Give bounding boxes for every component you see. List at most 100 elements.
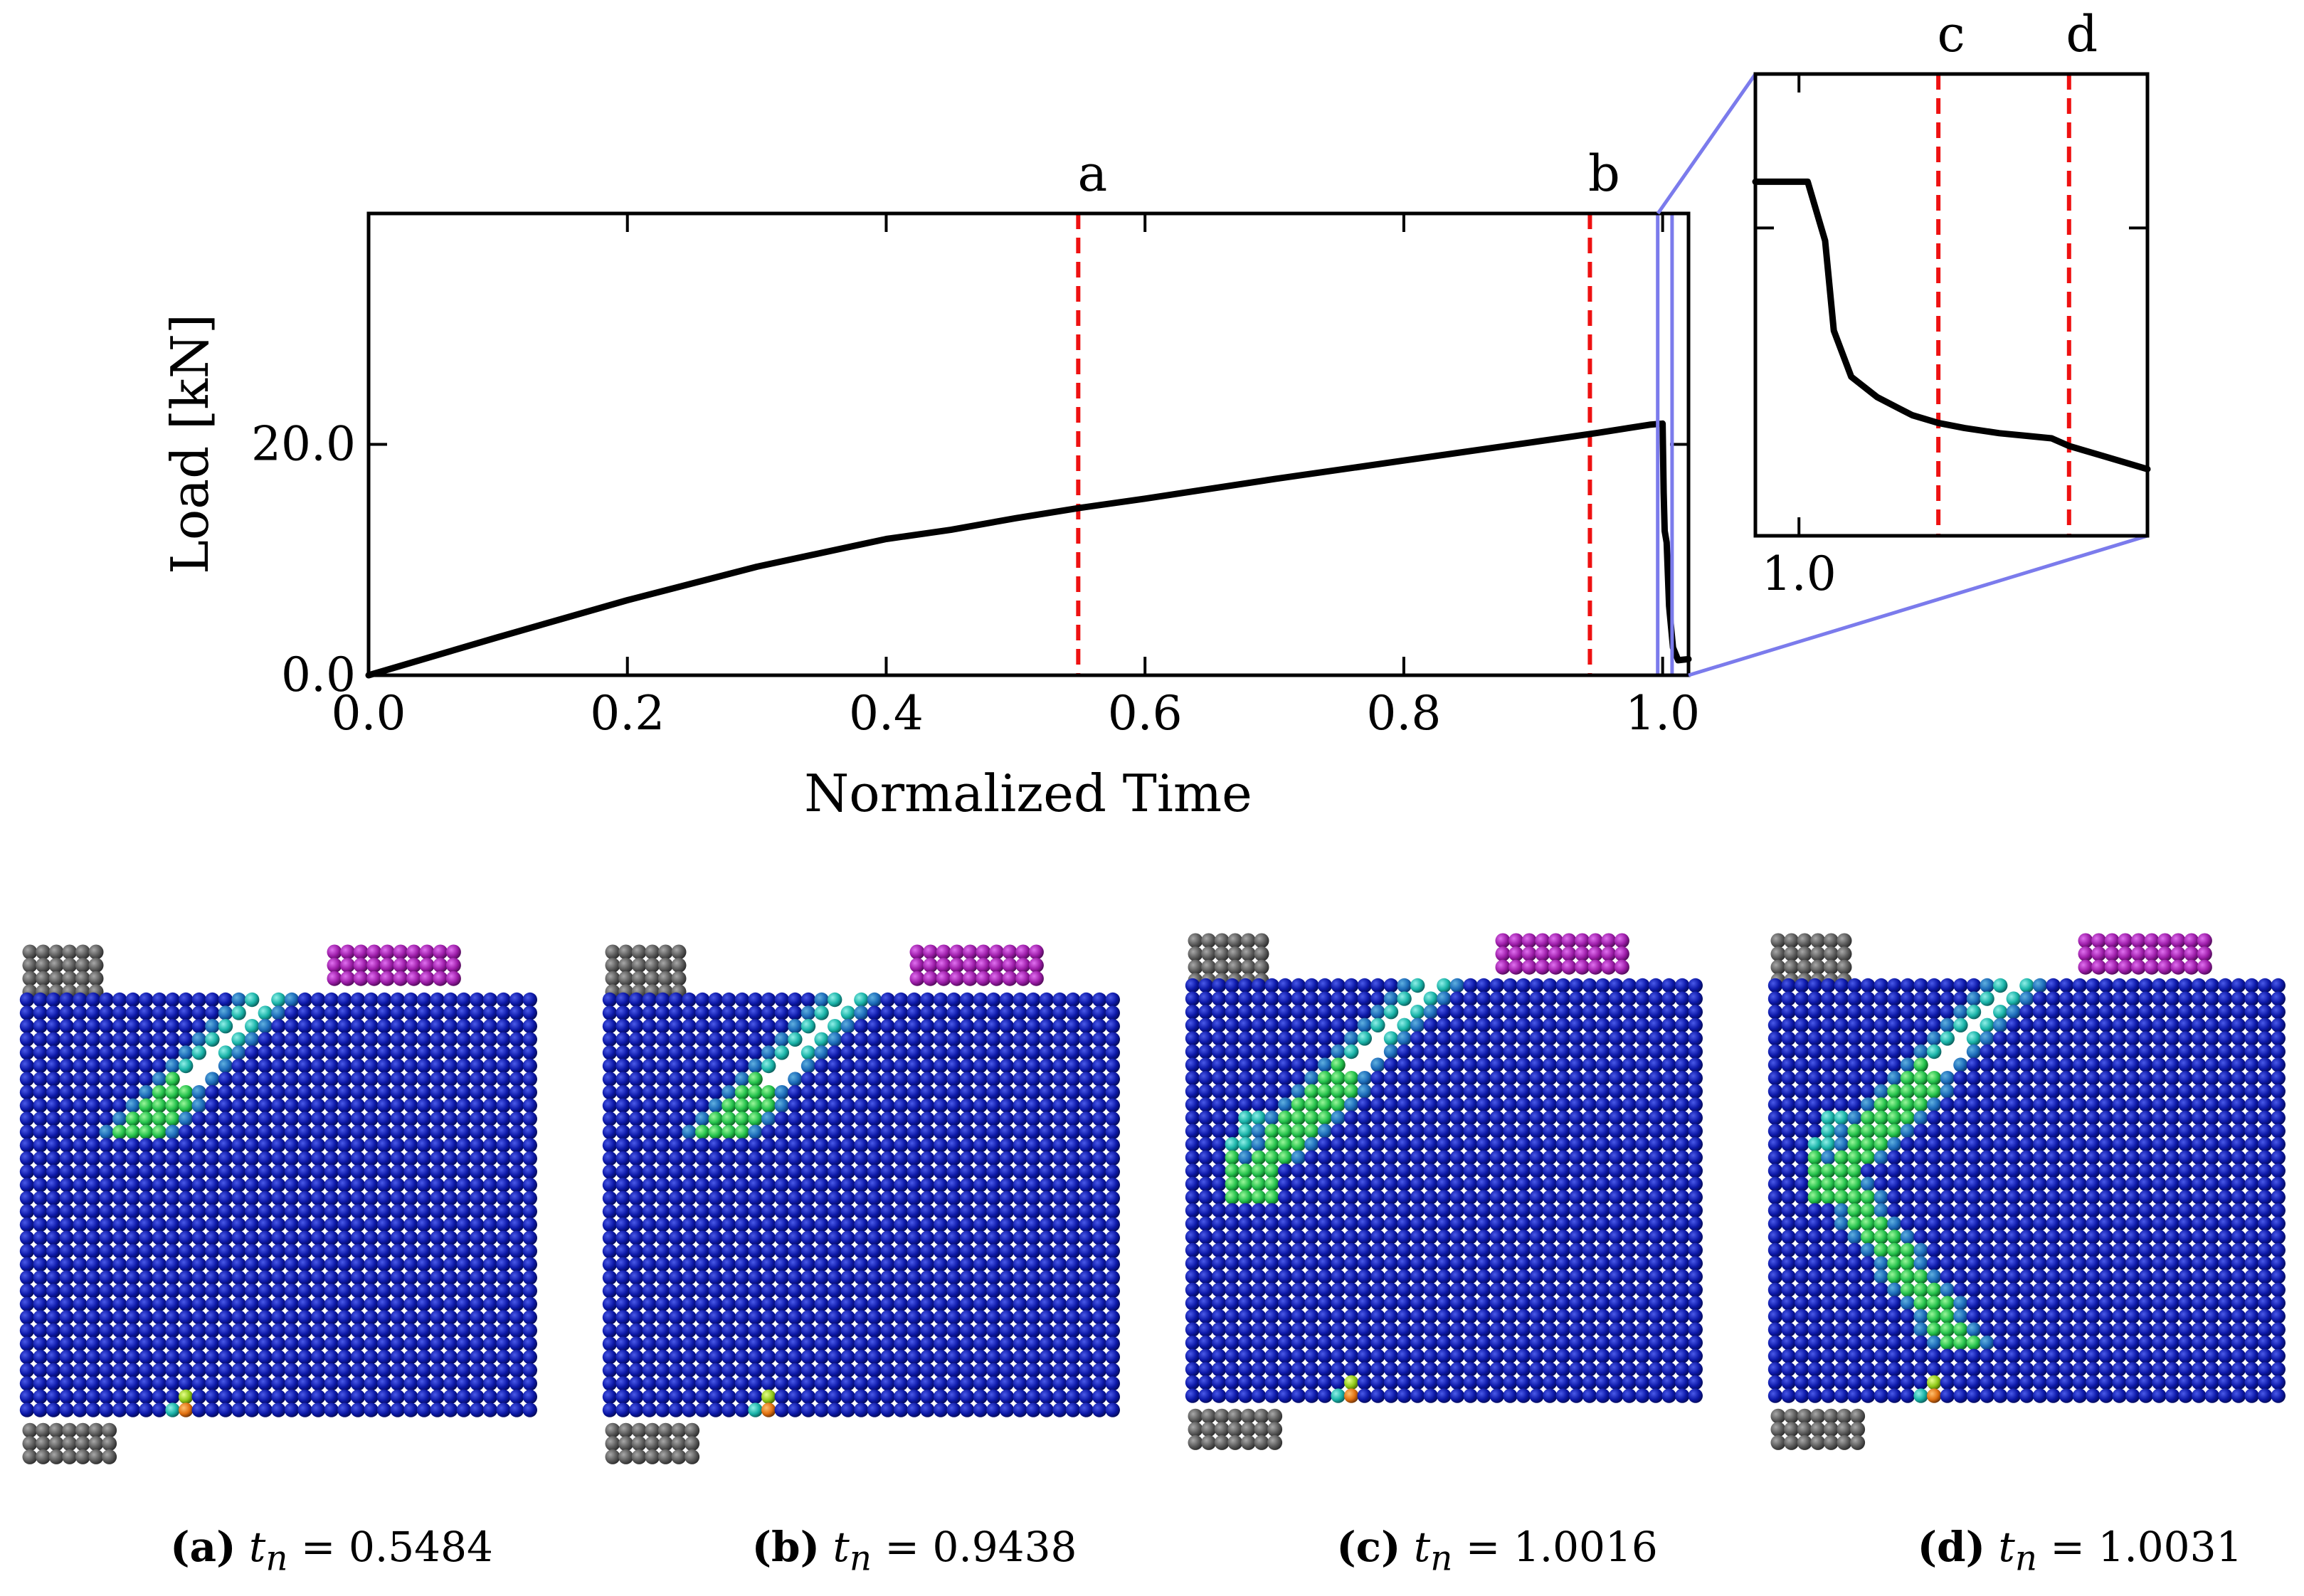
blue-particle — [284, 1310, 300, 1325]
damaged-particle — [1887, 1137, 1902, 1152]
blue-particle — [324, 1336, 339, 1351]
blue-particle — [642, 1323, 657, 1338]
blue-particle — [2138, 1018, 2153, 1033]
blue-particle — [1489, 1309, 1504, 1324]
blue-particle — [2006, 1124, 2021, 1138]
blue-particle — [867, 1257, 882, 1272]
blue-particle — [509, 992, 524, 1008]
blue-particle — [1516, 978, 1531, 993]
blue-particle — [1648, 1137, 1664, 1152]
blue-particle — [125, 1085, 140, 1100]
blue-particle — [1225, 1071, 1240, 1086]
blue-particle — [139, 1138, 154, 1153]
damaged-particle — [761, 1111, 776, 1126]
blue-particle — [1476, 1269, 1491, 1284]
blue-particle — [2072, 1071, 2087, 1086]
blue-particle — [258, 1323, 273, 1338]
blue-particle — [218, 1085, 233, 1100]
blue-particle — [1251, 1071, 1267, 1086]
blue-particle — [2019, 1150, 2034, 1166]
blue-particle — [880, 1389, 895, 1405]
particle-panel-c — [1185, 933, 1703, 1450]
blue-particle — [2072, 1031, 2087, 1046]
blue-particle — [933, 1376, 948, 1391]
blue-particle — [1291, 1044, 1306, 1059]
blue-particle — [788, 1164, 803, 1180]
gray-particle — [1201, 1408, 1217, 1424]
blue-particle — [1437, 1005, 1452, 1020]
blue-particle — [1105, 1363, 1121, 1378]
blue-particle — [1940, 1176, 1955, 1192]
blue-particle — [748, 1019, 763, 1034]
blue-particle — [880, 1336, 895, 1351]
blue-particle — [1357, 1375, 1373, 1390]
blue-particle — [708, 1045, 723, 1060]
blue-particle — [2218, 991, 2233, 1006]
magenta-particle — [2118, 959, 2133, 975]
blue-particle — [509, 1376, 524, 1391]
blue-particle — [258, 1350, 273, 1365]
blue-particle — [218, 1244, 233, 1259]
blue-particle — [482, 1045, 498, 1060]
blue-particle — [894, 1244, 909, 1259]
blue-particle — [1185, 1057, 1200, 1072]
blue-particle — [682, 1296, 697, 1312]
blue-particle — [2152, 1242, 2167, 1258]
blue-particle — [364, 1244, 379, 1259]
blue-particle — [1489, 991, 1504, 1006]
blue-particle — [1940, 1110, 1955, 1126]
blue-particle — [258, 1296, 273, 1312]
blue-particle — [1529, 1362, 1544, 1377]
blue-particle — [615, 1204, 630, 1219]
blue-particle — [668, 1111, 684, 1126]
gray-particle — [1254, 946, 1269, 962]
blue-particle — [1238, 1018, 1253, 1033]
blue-particle — [1264, 1282, 1279, 1298]
blue-particle — [1635, 1163, 1650, 1178]
blue-particle — [840, 1138, 856, 1153]
blue-particle — [337, 1244, 352, 1259]
blue-particle — [324, 1058, 339, 1074]
damaged-particle — [1940, 1071, 1955, 1086]
blue-particle — [840, 1124, 856, 1140]
blue-particle — [1198, 1216, 1213, 1232]
blue-particle — [1198, 1322, 1213, 1337]
blue-particle — [1423, 1137, 1439, 1152]
blue-particle — [416, 1111, 432, 1126]
blue-particle — [774, 1350, 790, 1365]
blue-particle — [1383, 1269, 1399, 1284]
blue-particle — [377, 1045, 392, 1060]
blue-particle — [1383, 1242, 1399, 1258]
blue-particle — [920, 1257, 935, 1272]
blue-particle — [522, 1098, 537, 1114]
blue-particle — [828, 1402, 842, 1417]
blue-particle — [708, 1336, 723, 1351]
blue-particle — [509, 1032, 524, 1047]
blue-particle — [350, 1085, 366, 1100]
blue-particle — [615, 1190, 630, 1206]
blue-particle — [231, 1111, 246, 1126]
blue-particle — [1503, 1190, 1518, 1205]
gray-particle — [1227, 946, 1243, 962]
blue-particle — [297, 1045, 312, 1060]
blue-particle — [46, 1389, 61, 1405]
blue-particle — [748, 1230, 763, 1246]
blue-particle — [748, 992, 763, 1008]
blue-particle — [152, 1270, 167, 1285]
blue-particle — [880, 1310, 895, 1325]
blue-particle — [1344, 1163, 1359, 1178]
blue-particle — [708, 1323, 723, 1338]
gray-particle — [1823, 946, 1839, 962]
blue-particle — [1410, 1388, 1425, 1403]
blue-particle — [2231, 1124, 2246, 1138]
blue-particle — [1370, 1176, 1385, 1192]
blue-particle — [337, 1072, 352, 1087]
blue-particle — [1052, 1098, 1067, 1114]
blue-particle — [1953, 1282, 1968, 1298]
blue-particle — [2059, 1269, 2074, 1284]
blue-particle — [1304, 991, 1319, 1006]
blue-particle — [1370, 1150, 1385, 1166]
blue-particle — [1622, 1124, 1637, 1138]
blue-particle — [1609, 1242, 1624, 1258]
blue-particle — [946, 1164, 961, 1180]
